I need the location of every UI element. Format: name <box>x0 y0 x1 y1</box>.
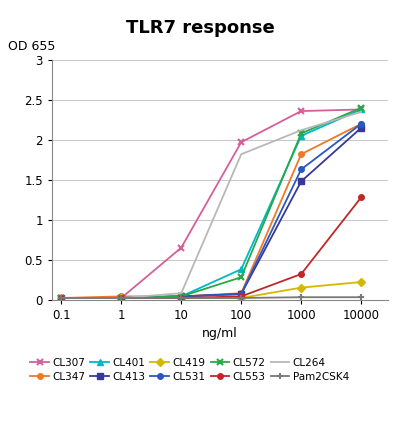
Pam2CSK4 <box>59 295 64 300</box>
CL419 <box>299 285 304 290</box>
CL419 <box>239 295 244 300</box>
CL347 <box>299 152 304 157</box>
CL419 <box>119 295 124 300</box>
CL347 <box>179 294 184 299</box>
Line: CL401: CL401 <box>58 107 364 301</box>
Line: CL553: CL553 <box>58 195 364 301</box>
CL401 <box>119 295 124 300</box>
Line: CL572: CL572 <box>58 104 365 301</box>
Line: CL413: CL413 <box>58 125 364 301</box>
CL531 <box>59 295 64 300</box>
CL572 <box>119 295 124 300</box>
CL347 <box>359 121 364 126</box>
Line: Pam2CSK4: Pam2CSK4 <box>58 294 365 301</box>
CL531 <box>179 294 184 299</box>
CL264 <box>359 109 364 114</box>
CL531 <box>359 121 364 126</box>
CL553 <box>299 271 304 276</box>
CL401 <box>359 107 364 112</box>
CL531 <box>299 167 304 172</box>
CL553 <box>119 295 124 300</box>
X-axis label: ng/ml: ng/ml <box>202 327 238 340</box>
CL572 <box>239 275 244 280</box>
CL413 <box>359 125 364 131</box>
CL401 <box>239 267 244 272</box>
CL307 <box>179 245 184 250</box>
Pam2CSK4 <box>359 294 364 300</box>
CL307 <box>59 295 64 300</box>
CL307 <box>119 295 124 300</box>
CL413 <box>179 294 184 299</box>
CL419 <box>59 295 64 300</box>
CL413 <box>119 295 124 300</box>
Pam2CSK4 <box>239 295 244 300</box>
Legend: CL307, CL347, CL401, CL413, CL419, CL531, CL572, CL553, CL264, Pam2CSK4: CL307, CL347, CL401, CL413, CL419, CL531… <box>30 357 349 382</box>
Text: OD 655: OD 655 <box>8 41 55 54</box>
CL553 <box>179 295 184 300</box>
CL264 <box>59 295 64 300</box>
CL401 <box>179 294 184 299</box>
Line: CL264: CL264 <box>61 112 361 298</box>
CL264 <box>119 295 124 300</box>
CL413 <box>299 179 304 184</box>
CL572 <box>299 131 304 136</box>
Pam2CSK4 <box>179 295 184 300</box>
CL419 <box>359 279 364 285</box>
CL553 <box>359 195 364 200</box>
CL264 <box>239 152 244 157</box>
CL531 <box>119 295 124 300</box>
CL264 <box>299 128 304 133</box>
Line: CL419: CL419 <box>58 279 364 301</box>
Pam2CSK4 <box>299 294 304 300</box>
CL347 <box>239 291 244 296</box>
CL413 <box>59 295 64 300</box>
CL553 <box>239 294 244 299</box>
CL307 <box>299 108 304 113</box>
Line: CL347: CL347 <box>58 121 364 301</box>
Text: TLR7 response: TLR7 response <box>126 19 274 37</box>
CL401 <box>59 295 64 300</box>
CL572 <box>59 295 64 300</box>
CL572 <box>359 105 364 110</box>
CL264 <box>179 291 184 296</box>
CL347 <box>59 295 64 300</box>
Pam2CSK4 <box>119 295 124 300</box>
CL419 <box>179 295 184 300</box>
CL531 <box>239 291 244 297</box>
Line: CL307: CL307 <box>58 106 365 301</box>
CL553 <box>59 295 64 300</box>
CL413 <box>239 291 244 297</box>
CL347 <box>119 294 124 299</box>
Line: CL531: CL531 <box>58 121 364 301</box>
CL572 <box>179 294 184 299</box>
CL401 <box>299 133 304 138</box>
CL307 <box>359 107 364 112</box>
CL307 <box>239 140 244 145</box>
